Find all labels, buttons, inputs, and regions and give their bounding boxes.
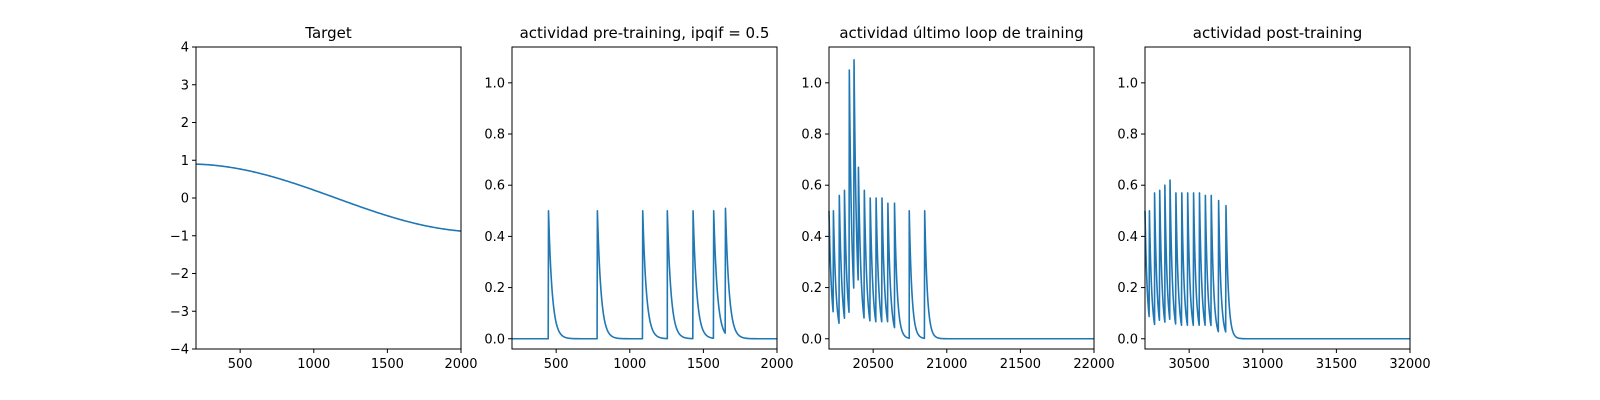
x-tick-label: 22000 — [1073, 357, 1114, 372]
y-tick-label: 0.4 — [1117, 230, 1138, 245]
y-tick-label: 3 — [181, 78, 189, 93]
x-tick-label: 500 — [544, 357, 569, 372]
x-tick-label: 21500 — [1000, 357, 1041, 372]
x-tick-label: 1500 — [687, 357, 720, 372]
axes-frame — [511, 46, 778, 350]
x-tick-label: 1000 — [613, 357, 646, 372]
y-tick-label: −3 — [170, 305, 189, 320]
subplot-3: 20500 21000 21500 22000 0.0 0.2 0.4 0.6 0.8 1.0 ac… — [801, 24, 1114, 372]
y-tick-label: 0.2 — [484, 281, 505, 296]
x-tick-label: 31000 — [1242, 357, 1283, 372]
y-tick-label: 0 — [181, 192, 189, 207]
y-tick-label: −2 — [170, 267, 189, 282]
y-tick-label: −4 — [170, 343, 189, 358]
y-tick-label: 0.8 — [1117, 128, 1138, 143]
series-line-1-1 — [195, 163, 462, 232]
y-tick-label: 0.8 — [484, 128, 505, 143]
y-tick-label: 0.6 — [1117, 179, 1138, 194]
series-line-2-1 — [511, 207, 778, 340]
axes-frame — [195, 46, 462, 350]
axes-frame — [1144, 46, 1411, 350]
x-tick-label: 20500 — [852, 357, 893, 372]
y-tick-label: 1.0 — [484, 76, 505, 91]
x-tick-label: 1500 — [371, 357, 404, 372]
subplot-4: 30500 31000 31500 32000 0.0 0.2 0.4 0.6 0.8 1.0 ac… — [1117, 24, 1430, 372]
y-tick-label: 0.4 — [484, 230, 505, 245]
x-tick-label: 2000 — [760, 357, 793, 372]
y-tick-label: 4 — [181, 41, 189, 56]
subplot-2: 500 1000 1500 2000 0.0 0.2 0.4 0.6 0.8 1.0 activid… — [484, 24, 793, 372]
series-line-3-1 — [828, 59, 1095, 340]
y-tick-label: 0.0 — [484, 332, 505, 347]
y-tick-label: 0.6 — [484, 179, 505, 194]
y-tick-label: 1.0 — [801, 76, 822, 91]
axes-frame — [828, 46, 1095, 350]
x-tick-label: 32000 — [1389, 357, 1430, 372]
x-tick-label: 30500 — [1168, 357, 1209, 372]
x-tick-label: 1000 — [297, 357, 330, 372]
x-tick-label: 21000 — [926, 357, 967, 372]
x-tick-label: 31500 — [1316, 357, 1357, 372]
y-tick-label: −1 — [170, 229, 189, 244]
y-tick-label: 0.6 — [801, 179, 822, 194]
y-tick-label: 0.0 — [801, 332, 822, 347]
y-tick-label: 0.2 — [1117, 281, 1138, 296]
y-tick-label: 0.8 — [801, 128, 822, 143]
y-tick-label: 2 — [181, 116, 189, 131]
y-tick-label: 0.4 — [801, 230, 822, 245]
x-tick-label: 500 — [228, 357, 253, 372]
y-tick-label: 0.2 — [801, 281, 822, 296]
chart-title: Target — [304, 24, 352, 42]
y-tick-label: 0.0 — [1117, 332, 1138, 347]
chart-title: actividad post-training — [1193, 24, 1362, 42]
subplot-1: 500 1000 1500 2000 −4 −3 −2 −1 0 1 2 3 4 Target — [170, 24, 478, 372]
y-tick-label: 1.0 — [1117, 76, 1138, 91]
x-tick-label: 2000 — [444, 357, 477, 372]
series-line-4-1 — [1144, 179, 1411, 340]
chart-title: actividad último loop de training — [839, 24, 1083, 42]
y-tick-label: 1 — [181, 154, 189, 169]
chart-title: actividad pre-training, ipqif = 0.5 — [520, 24, 770, 42]
